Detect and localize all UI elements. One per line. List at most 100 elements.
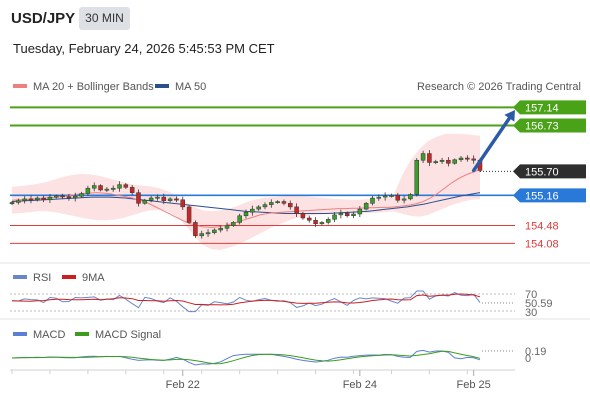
candle-body-up <box>269 202 274 205</box>
candle-body-down <box>395 195 401 201</box>
candle <box>338 209 344 219</box>
candle-body-down <box>193 222 198 237</box>
ma20-legend-label: MA 20 + Bollinger Bands <box>33 81 154 93</box>
candle-body-up <box>325 219 331 223</box>
candle-body-down <box>288 203 293 208</box>
candle <box>370 195 375 206</box>
candle <box>408 193 413 201</box>
candle-body-up <box>148 197 154 201</box>
candlesticks <box>9 150 483 239</box>
candle-body-down <box>313 219 318 225</box>
candle <box>262 202 268 210</box>
candle-body-up <box>72 195 78 199</box>
candle-body-up <box>408 194 413 200</box>
candle-body-down <box>465 157 470 160</box>
candle <box>224 222 230 232</box>
candle <box>9 201 15 206</box>
candle <box>212 228 217 235</box>
candle-body-down <box>174 198 179 201</box>
rsi-legend-label: RSI <box>33 272 51 284</box>
candle <box>129 184 135 196</box>
candle <box>79 191 84 198</box>
candle <box>218 225 223 233</box>
candle-body-up <box>250 208 255 213</box>
candle <box>275 200 280 204</box>
time-tick-label: Feb 24 <box>343 379 377 391</box>
candle-body-up <box>357 208 363 215</box>
candle <box>104 187 110 193</box>
ma50-legend-swatch <box>155 84 169 88</box>
candle-body-up <box>54 195 59 198</box>
candle <box>344 211 350 218</box>
rsi-current-value: 50.59 <box>525 298 553 310</box>
candle-body-down <box>161 196 167 201</box>
candle <box>231 221 236 227</box>
candle <box>47 194 53 203</box>
candle-body-down <box>129 187 135 193</box>
candle <box>22 196 27 204</box>
candle-body-up <box>401 198 407 201</box>
candle-body-up <box>262 204 268 208</box>
candle-body-up <box>231 222 236 226</box>
candle-body-up <box>212 229 217 233</box>
candle <box>161 193 167 205</box>
candle <box>294 203 299 218</box>
rsi-signal-line <box>11 293 481 306</box>
candle-body-down <box>471 158 476 161</box>
resistance-label-1: 157.14 <box>525 102 559 114</box>
timeframe-badge[interactable]: 30 MIN <box>79 7 130 30</box>
candle <box>174 196 179 203</box>
rsi-level-30-label: 30 <box>525 307 537 319</box>
candle <box>382 192 388 201</box>
candle <box>110 185 116 192</box>
candle-body-down <box>294 206 299 214</box>
candle-body-up <box>167 198 173 201</box>
resistance-label-2: 156.73 <box>525 121 559 133</box>
candle <box>458 155 464 162</box>
candle <box>471 155 476 164</box>
candle <box>256 205 261 211</box>
candle-body-up <box>433 161 438 164</box>
main-legend: MA 20 + Bollinger Bands MA 50 Research ©… <box>13 81 581 93</box>
candle <box>376 194 382 201</box>
candle-body-down <box>186 206 192 223</box>
bollinger-bands <box>12 133 480 250</box>
candle-body-up <box>142 199 148 204</box>
candle-body-up <box>439 159 445 162</box>
candle-body-down <box>427 153 432 163</box>
macd-signal-legend-label: MACD Signal <box>95 329 161 341</box>
candle <box>72 192 78 202</box>
rsi-signal-legend-label: 9MA <box>82 272 105 284</box>
chart-header: USD/JPY 30 MIN Tuesday, February 24, 202… <box>0 0 590 70</box>
candle <box>237 213 242 225</box>
candle <box>199 230 204 239</box>
candle-body-down <box>41 197 46 201</box>
candle <box>28 195 34 204</box>
candle <box>319 221 325 226</box>
candle <box>167 197 173 203</box>
candle-body-down <box>344 212 350 217</box>
candle <box>193 220 198 238</box>
candle-body-up <box>205 232 211 235</box>
candle <box>433 159 438 165</box>
candle <box>180 196 186 210</box>
candle-body-up <box>16 200 21 203</box>
candle <box>300 211 306 220</box>
forecast-arrow-shaft <box>471 116 512 173</box>
forecast-arrow <box>471 110 515 173</box>
candle <box>142 198 148 205</box>
candle-body-up <box>218 227 223 231</box>
research-credit: Research © 2026 Trading Central <box>417 81 581 93</box>
candle <box>465 155 470 162</box>
candle <box>123 182 129 190</box>
candle-body-up <box>79 193 84 197</box>
current-price-label: 155.70 <box>525 166 559 178</box>
candle <box>155 194 160 201</box>
macd-legend-label: MACD <box>33 329 65 341</box>
candle <box>446 157 451 167</box>
candle <box>91 182 97 192</box>
candle-body-up <box>420 153 426 161</box>
current-price-tag <box>513 164 586 179</box>
rsi-signal-legend-swatch <box>62 275 76 279</box>
candle-body-up <box>382 195 388 198</box>
